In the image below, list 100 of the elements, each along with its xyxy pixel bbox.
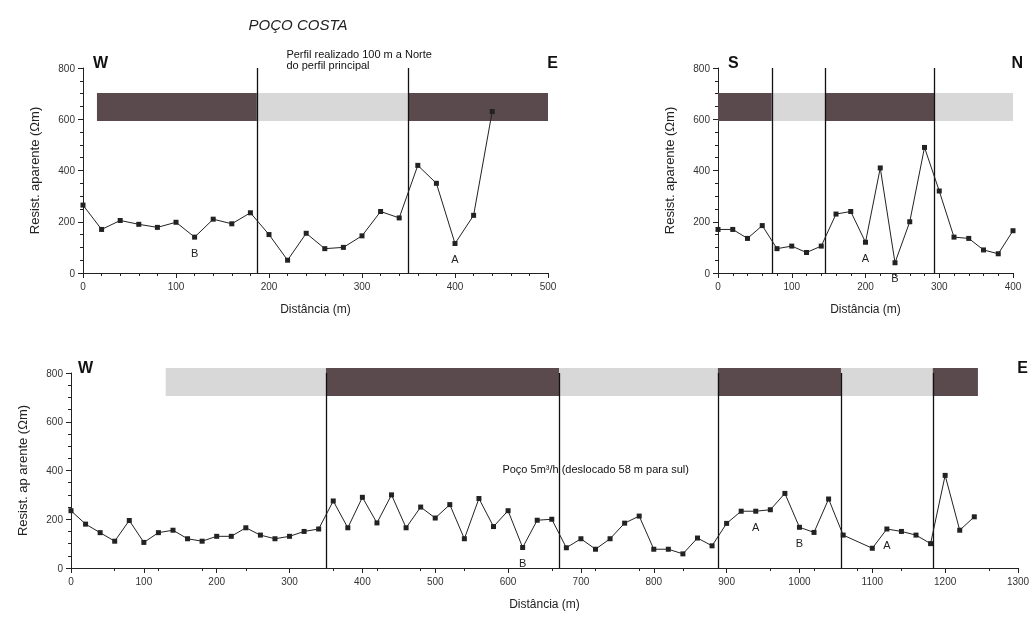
x-tick-label: 200	[857, 280, 875, 292]
y-tick-label: 800	[58, 62, 76, 74]
point	[229, 221, 235, 227]
annotation: E	[1017, 358, 1029, 376]
x-tick-label: 0	[715, 280, 722, 292]
point	[136, 221, 142, 227]
point	[936, 188, 942, 194]
point	[922, 144, 927, 150]
point	[378, 209, 384, 214]
x-tick-label: 100	[783, 280, 801, 292]
point	[285, 257, 291, 263]
point	[877, 165, 883, 171]
point	[1010, 228, 1016, 234]
point	[789, 243, 795, 249]
point	[981, 247, 986, 253]
annotation: B	[795, 536, 804, 549]
x-tick-label: 400	[1004, 280, 1022, 292]
x-tick-label: 1000	[788, 575, 812, 587]
point	[396, 215, 402, 221]
point	[415, 162, 421, 168]
y-tick-label: 600	[58, 113, 76, 125]
y-tick-label: 0	[57, 562, 64, 574]
point	[266, 232, 272, 238]
point	[471, 212, 477, 218]
annotation: S	[728, 53, 739, 71]
y-axis-title: Resist. ap arente (Ωm)	[15, 404, 30, 537]
point	[759, 223, 765, 229]
point	[154, 224, 160, 230]
annotation: A	[451, 253, 460, 266]
x-tick-label: 600	[499, 575, 517, 587]
annotation: A	[883, 538, 892, 551]
x-tick-label: 200	[260, 280, 278, 292]
point	[848, 209, 854, 214]
point	[907, 219, 913, 225]
point	[730, 226, 736, 232]
point	[303, 230, 309, 236]
point	[452, 241, 458, 247]
point	[892, 260, 898, 266]
x-tick-label: 500	[539, 280, 557, 292]
x-axis-title: Distância (m)	[830, 302, 901, 316]
y-tick-label: 400	[58, 165, 76, 176]
point	[80, 202, 86, 208]
y-tick-label: 200	[46, 513, 64, 525]
x-tick-label: 0	[80, 280, 87, 292]
annotation: B	[518, 557, 527, 570]
x-tick-label: 500	[426, 575, 445, 587]
x-tick-label: 200	[208, 575, 226, 587]
annotation: W	[93, 53, 109, 71]
y-tick-label: 400	[46, 465, 64, 476]
y-tick-label: 800	[693, 62, 711, 74]
annotation: Poço 5m³/h (deslocado 58 m para sul)	[502, 462, 689, 475]
y-tick-label: 600	[693, 113, 711, 125]
x-tick-label: 1100	[861, 575, 884, 587]
point	[951, 234, 957, 240]
point	[192, 234, 198, 240]
point	[489, 109, 495, 115]
x-tick-label: 300	[930, 280, 949, 292]
annotation: A	[752, 520, 761, 533]
y-tick-label: 800	[46, 367, 64, 379]
point	[117, 217, 123, 223]
point	[433, 180, 439, 186]
point	[359, 233, 365, 239]
y-axis-title: Resist. aparente (Ωm)	[662, 106, 677, 235]
point	[715, 226, 721, 232]
x-tick-label: 1300	[1006, 575, 1030, 587]
x-tick-label: 800	[645, 575, 663, 587]
point	[818, 243, 824, 249]
annotation: N	[1011, 53, 1024, 71]
x-tick-label: 400	[354, 575, 372, 587]
annotation: B	[891, 272, 899, 285]
annotation: E	[547, 53, 559, 71]
point	[322, 246, 328, 252]
annotation: B	[190, 246, 199, 259]
point	[745, 235, 750, 241]
y-axis-title: Resist. aparente (Ωm)	[27, 106, 42, 235]
x-axis-title: Distância (m)	[509, 597, 580, 611]
annotation: A	[861, 251, 870, 264]
annotation: W	[78, 358, 94, 376]
x-tick-label: 300	[281, 575, 299, 587]
point	[833, 211, 839, 217]
x-tick-label: 100	[167, 280, 185, 292]
x-tick-label: 400	[446, 280, 464, 292]
point	[804, 250, 809, 255]
point	[863, 239, 868, 245]
point	[99, 226, 105, 232]
y-tick-label: 200	[58, 216, 76, 228]
point	[173, 219, 179, 225]
chart-title: POÇO COSTA	[248, 16, 348, 33]
annotation: Perfil realizado 100 m a Norte do perfil principal	[286, 47, 432, 71]
point	[340, 244, 346, 250]
point	[995, 251, 1001, 257]
point	[247, 210, 253, 216]
point	[774, 246, 780, 252]
y-tick-label: 0	[704, 267, 711, 279]
y-tick-label: 200	[693, 216, 711, 228]
y-tick-label: 0	[69, 267, 76, 279]
point	[210, 216, 216, 222]
point	[966, 235, 972, 241]
x-tick-label: 900	[718, 575, 736, 587]
y-tick-label: 400	[693, 165, 711, 176]
